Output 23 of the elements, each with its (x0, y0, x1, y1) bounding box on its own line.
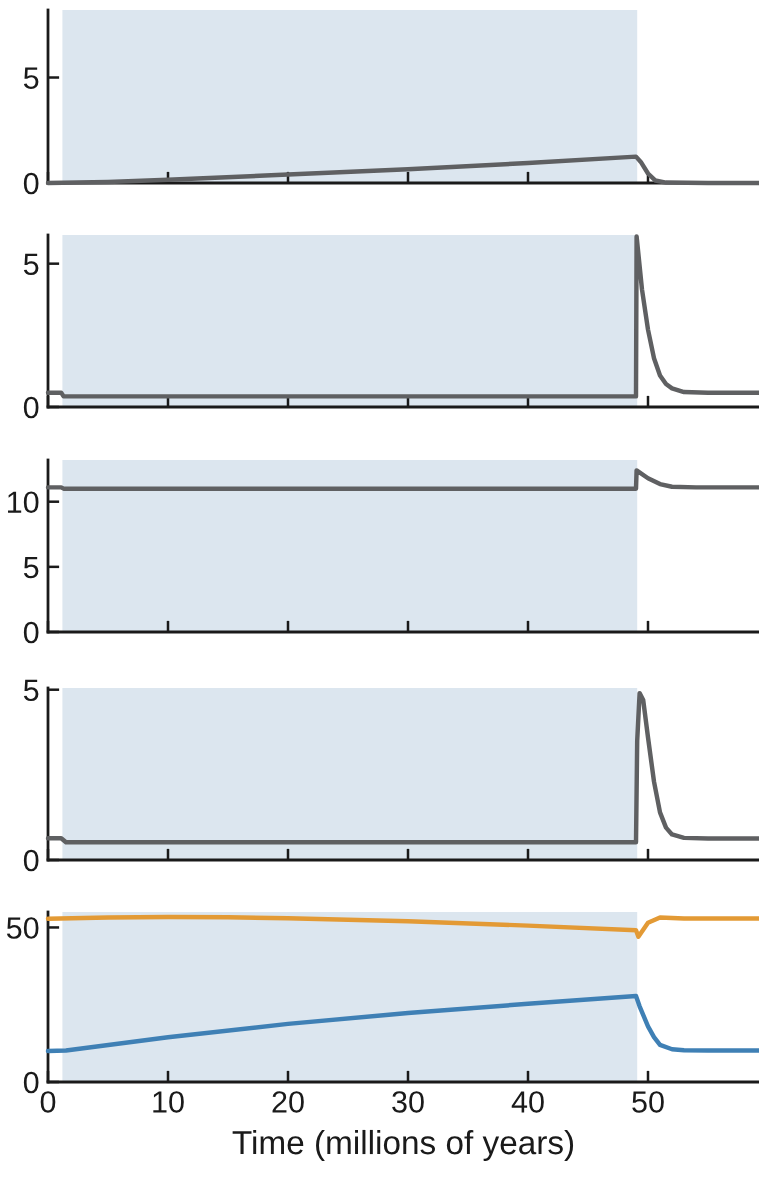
line-series (45, 234, 759, 399)
y-tick-label: 0 (23, 1071, 39, 1094)
x-tick-label: 40 (511, 1091, 544, 1113)
x-tick-label: 20 (272, 1091, 304, 1113)
x-tick-label: 10 (153, 1091, 184, 1113)
x-tick-label: 30 (392, 1091, 424, 1113)
y-tick-label: 10 (8, 491, 39, 514)
line-series (45, 993, 759, 1054)
x-tick-label: 50 (632, 1091, 664, 1113)
x-axis-title: Time (millions of years) (232, 1129, 574, 1161)
line-series (45, 914, 759, 939)
y-tick-label: 0 (23, 849, 39, 872)
x-tick-label: 0 (40, 1091, 56, 1113)
y-tick-label: 5 (23, 253, 39, 276)
line-series (45, 690, 759, 845)
y-tick-label: 5 (23, 556, 39, 579)
y-tick-label: 50 (6, 917, 39, 939)
line-series (45, 468, 759, 491)
y-tick-label: 0 (23, 621, 39, 644)
y-tick-label: 5 (23, 679, 39, 702)
y-tick-label: 5 (23, 67, 39, 89)
y-tick-label: 0 (23, 172, 39, 195)
y-tick-label: 0 (23, 396, 39, 419)
